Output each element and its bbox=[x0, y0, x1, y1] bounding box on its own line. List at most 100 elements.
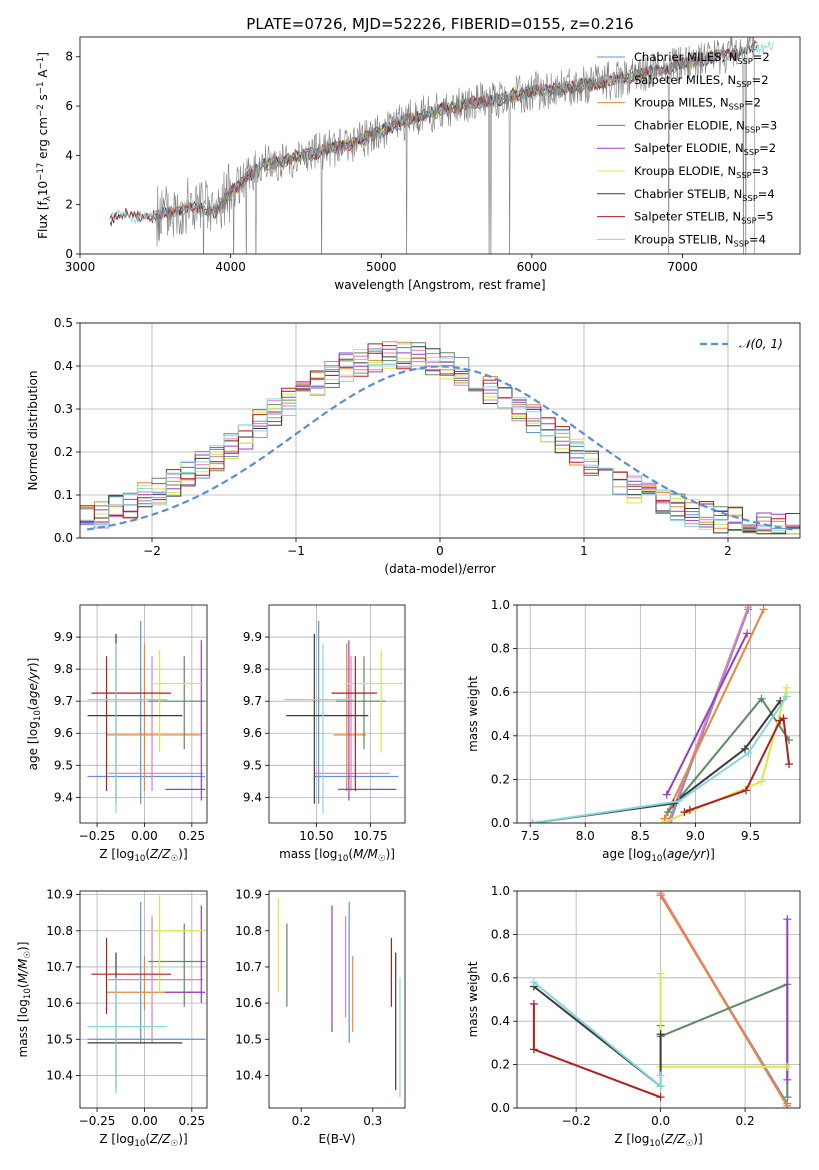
y-axis-label: mass weight bbox=[466, 676, 480, 752]
weight-marker bbox=[529, 999, 538, 1008]
x-tick-label: 9.5 bbox=[741, 829, 760, 843]
plot-area bbox=[87, 894, 206, 1094]
plot-area bbox=[109, 37, 774, 254]
weight-line-salpeter-stelib bbox=[532, 1003, 661, 1099]
weight-marker bbox=[740, 744, 749, 753]
legend-label: Chabrier MILES, NSSP=2 bbox=[634, 50, 770, 66]
x-axis-label: Z [log10(Z/Z☉)] bbox=[99, 1132, 187, 1149]
y-axis-label: Flux [fλ10−17 erg cm−2 s−1 A−1] bbox=[36, 52, 53, 239]
plot-area bbox=[284, 621, 403, 814]
legend-label: Chabrier ELODIE, NSSP=3 bbox=[634, 118, 777, 134]
observed-spectrum bbox=[155, 37, 756, 254]
x-tick-label: 0.25 bbox=[178, 829, 205, 843]
y-tick-label: 2 bbox=[65, 198, 73, 212]
weight-marker bbox=[783, 1101, 792, 1108]
y-tick-label: 0.1 bbox=[54, 488, 73, 502]
weight-line-salpeter-miles bbox=[668, 606, 750, 822]
legend-label: Kroupa ELODIE, NSSP=3 bbox=[634, 164, 769, 180]
y-tick-label: 0.5 bbox=[54, 316, 73, 330]
x-tick-label: −0.25 bbox=[79, 829, 116, 843]
y-tick-label: 10.6 bbox=[235, 996, 262, 1010]
legend-label: 𝒩(0, 1) bbox=[739, 337, 783, 351]
x-tick-label: 4000 bbox=[215, 260, 246, 274]
y-tick-label: 9.6 bbox=[54, 726, 73, 740]
y-tick-label: 0.2 bbox=[491, 772, 510, 786]
weight-marker bbox=[674, 797, 683, 806]
axes-frame bbox=[268, 604, 406, 824]
weight-marker bbox=[744, 749, 753, 758]
legend: Chabrier MILES, NSSP=2 Salpeter MILES, NS… bbox=[597, 50, 777, 248]
x-axis-label: E(B-V) bbox=[318, 1132, 355, 1146]
y-tick-label: 0.8 bbox=[491, 642, 510, 656]
weight-line-kroupa-stelib bbox=[533, 981, 662, 1089]
weight-marker bbox=[783, 915, 792, 924]
weight-marker bbox=[783, 1062, 792, 1071]
age-vs-mass-panel: 10.50 10.75 9.4 9.5 9.6 9.7 9.8 9.9 mass [log10(… bbox=[243, 604, 406, 864]
plot-area bbox=[528, 605, 793, 823]
legend-label: Kroupa MILES, NSSP=2 bbox=[634, 96, 761, 112]
axes-frame bbox=[268, 890, 406, 1109]
y-axis-label: mass weight bbox=[466, 961, 480, 1037]
plot-area bbox=[277, 898, 401, 1098]
y-tick-label: 0.4 bbox=[54, 359, 73, 373]
y-tick-label: 9.5 bbox=[54, 758, 73, 772]
x-axis-label: Z [log10(Z/Z☉)] bbox=[99, 847, 187, 864]
y-axis-label: age [log10(age/yr)] bbox=[26, 658, 43, 771]
x-tick-label: 0.2 bbox=[736, 1114, 755, 1128]
weight-marker bbox=[658, 819, 667, 823]
legend-label: Salpeter STELIB, NSSP=5 bbox=[634, 210, 774, 226]
legend-label: Kroupa STELIB, NSSP=4 bbox=[634, 232, 766, 248]
y-tick-label: 9.8 bbox=[54, 662, 73, 676]
histogram-salpeter-stelib bbox=[80, 343, 800, 533]
weight-marker bbox=[656, 891, 665, 900]
weight-marker bbox=[662, 790, 671, 799]
axes-frame bbox=[516, 604, 801, 824]
weight-line-kroupa-miles bbox=[659, 894, 789, 1107]
age-vs-metallicity-panel: −0.25 0.00 0.25 9.4 9.5 9.6 9.7 9.8 9.9 Z [log10(… bbox=[26, 604, 208, 864]
y-tick-label: 0.0 bbox=[54, 531, 73, 545]
x-tick-label: 8.5 bbox=[631, 829, 650, 843]
axes-frame bbox=[79, 322, 801, 539]
y-axis-label: mass [log10(M/M☉)] bbox=[16, 942, 33, 1058]
y-tick-label: 1.0 bbox=[491, 884, 510, 898]
y-tick-label: 0 bbox=[65, 247, 73, 261]
weight-line-salpeter-stelib bbox=[684, 716, 790, 814]
y-tick-label: 9.7 bbox=[243, 694, 262, 708]
y-tick-label: 9.5 bbox=[243, 758, 262, 772]
y-tick-label: 1.0 bbox=[491, 598, 510, 612]
y-tick-label: 10.9 bbox=[235, 888, 262, 902]
y-tick-label: 0.8 bbox=[491, 927, 510, 941]
weight-marker bbox=[782, 683, 791, 692]
y-tick-label: 10.7 bbox=[46, 960, 73, 974]
legend-label: Salpeter ELODIE, NSSP=2 bbox=[634, 141, 776, 157]
weight-marker bbox=[779, 714, 788, 723]
normal-distribution-curve bbox=[87, 365, 793, 531]
y-tick-label: 10.9 bbox=[46, 888, 73, 902]
y-tick-label: 9.9 bbox=[54, 630, 73, 644]
y-tick-label: 9.9 bbox=[243, 630, 262, 644]
y-tick-label: 0.3 bbox=[54, 402, 73, 416]
mass-vs-metallicity-panel: −0.25 0.00 0.25 10.4 10.5 10.6 10.7 10.8 10.9 Z [… bbox=[16, 888, 208, 1149]
x-axis-label: mass [log10(M/M☉)] bbox=[279, 847, 395, 864]
plot-area bbox=[80, 341, 800, 535]
x-tick-label: 0.2 bbox=[292, 1114, 311, 1128]
legend-label: Chabrier STELIB, NSSP=4 bbox=[634, 187, 775, 203]
y-tick-label: 4 bbox=[65, 148, 73, 162]
y-tick-label: 10.8 bbox=[46, 924, 73, 938]
x-tick-label: 1 bbox=[580, 544, 588, 558]
spectrum-panel: 3000 4000 5000 6000 7000 0 2 4 6 8 wavelength [Ang… bbox=[36, 36, 801, 292]
x-tick-label: 0.00 bbox=[131, 829, 158, 843]
x-tick-label: −0.2 bbox=[562, 1114, 591, 1128]
y-tick-label: 0.4 bbox=[491, 1014, 510, 1028]
weight-marker bbox=[528, 819, 537, 823]
y-tick-label: 9.8 bbox=[243, 662, 262, 676]
x-tick-label: 10.75 bbox=[353, 829, 387, 843]
x-tick-label: 9.0 bbox=[686, 829, 705, 843]
legend-label: Salpeter MILES, NSSP=2 bbox=[634, 73, 769, 89]
weight-line-kroupa-stelib bbox=[532, 696, 788, 823]
weight-marker bbox=[783, 1093, 792, 1102]
x-tick-label: −0.25 bbox=[79, 1114, 116, 1128]
y-tick-label: 0.2 bbox=[491, 1058, 510, 1072]
y-tick-label: 9.4 bbox=[243, 790, 262, 804]
